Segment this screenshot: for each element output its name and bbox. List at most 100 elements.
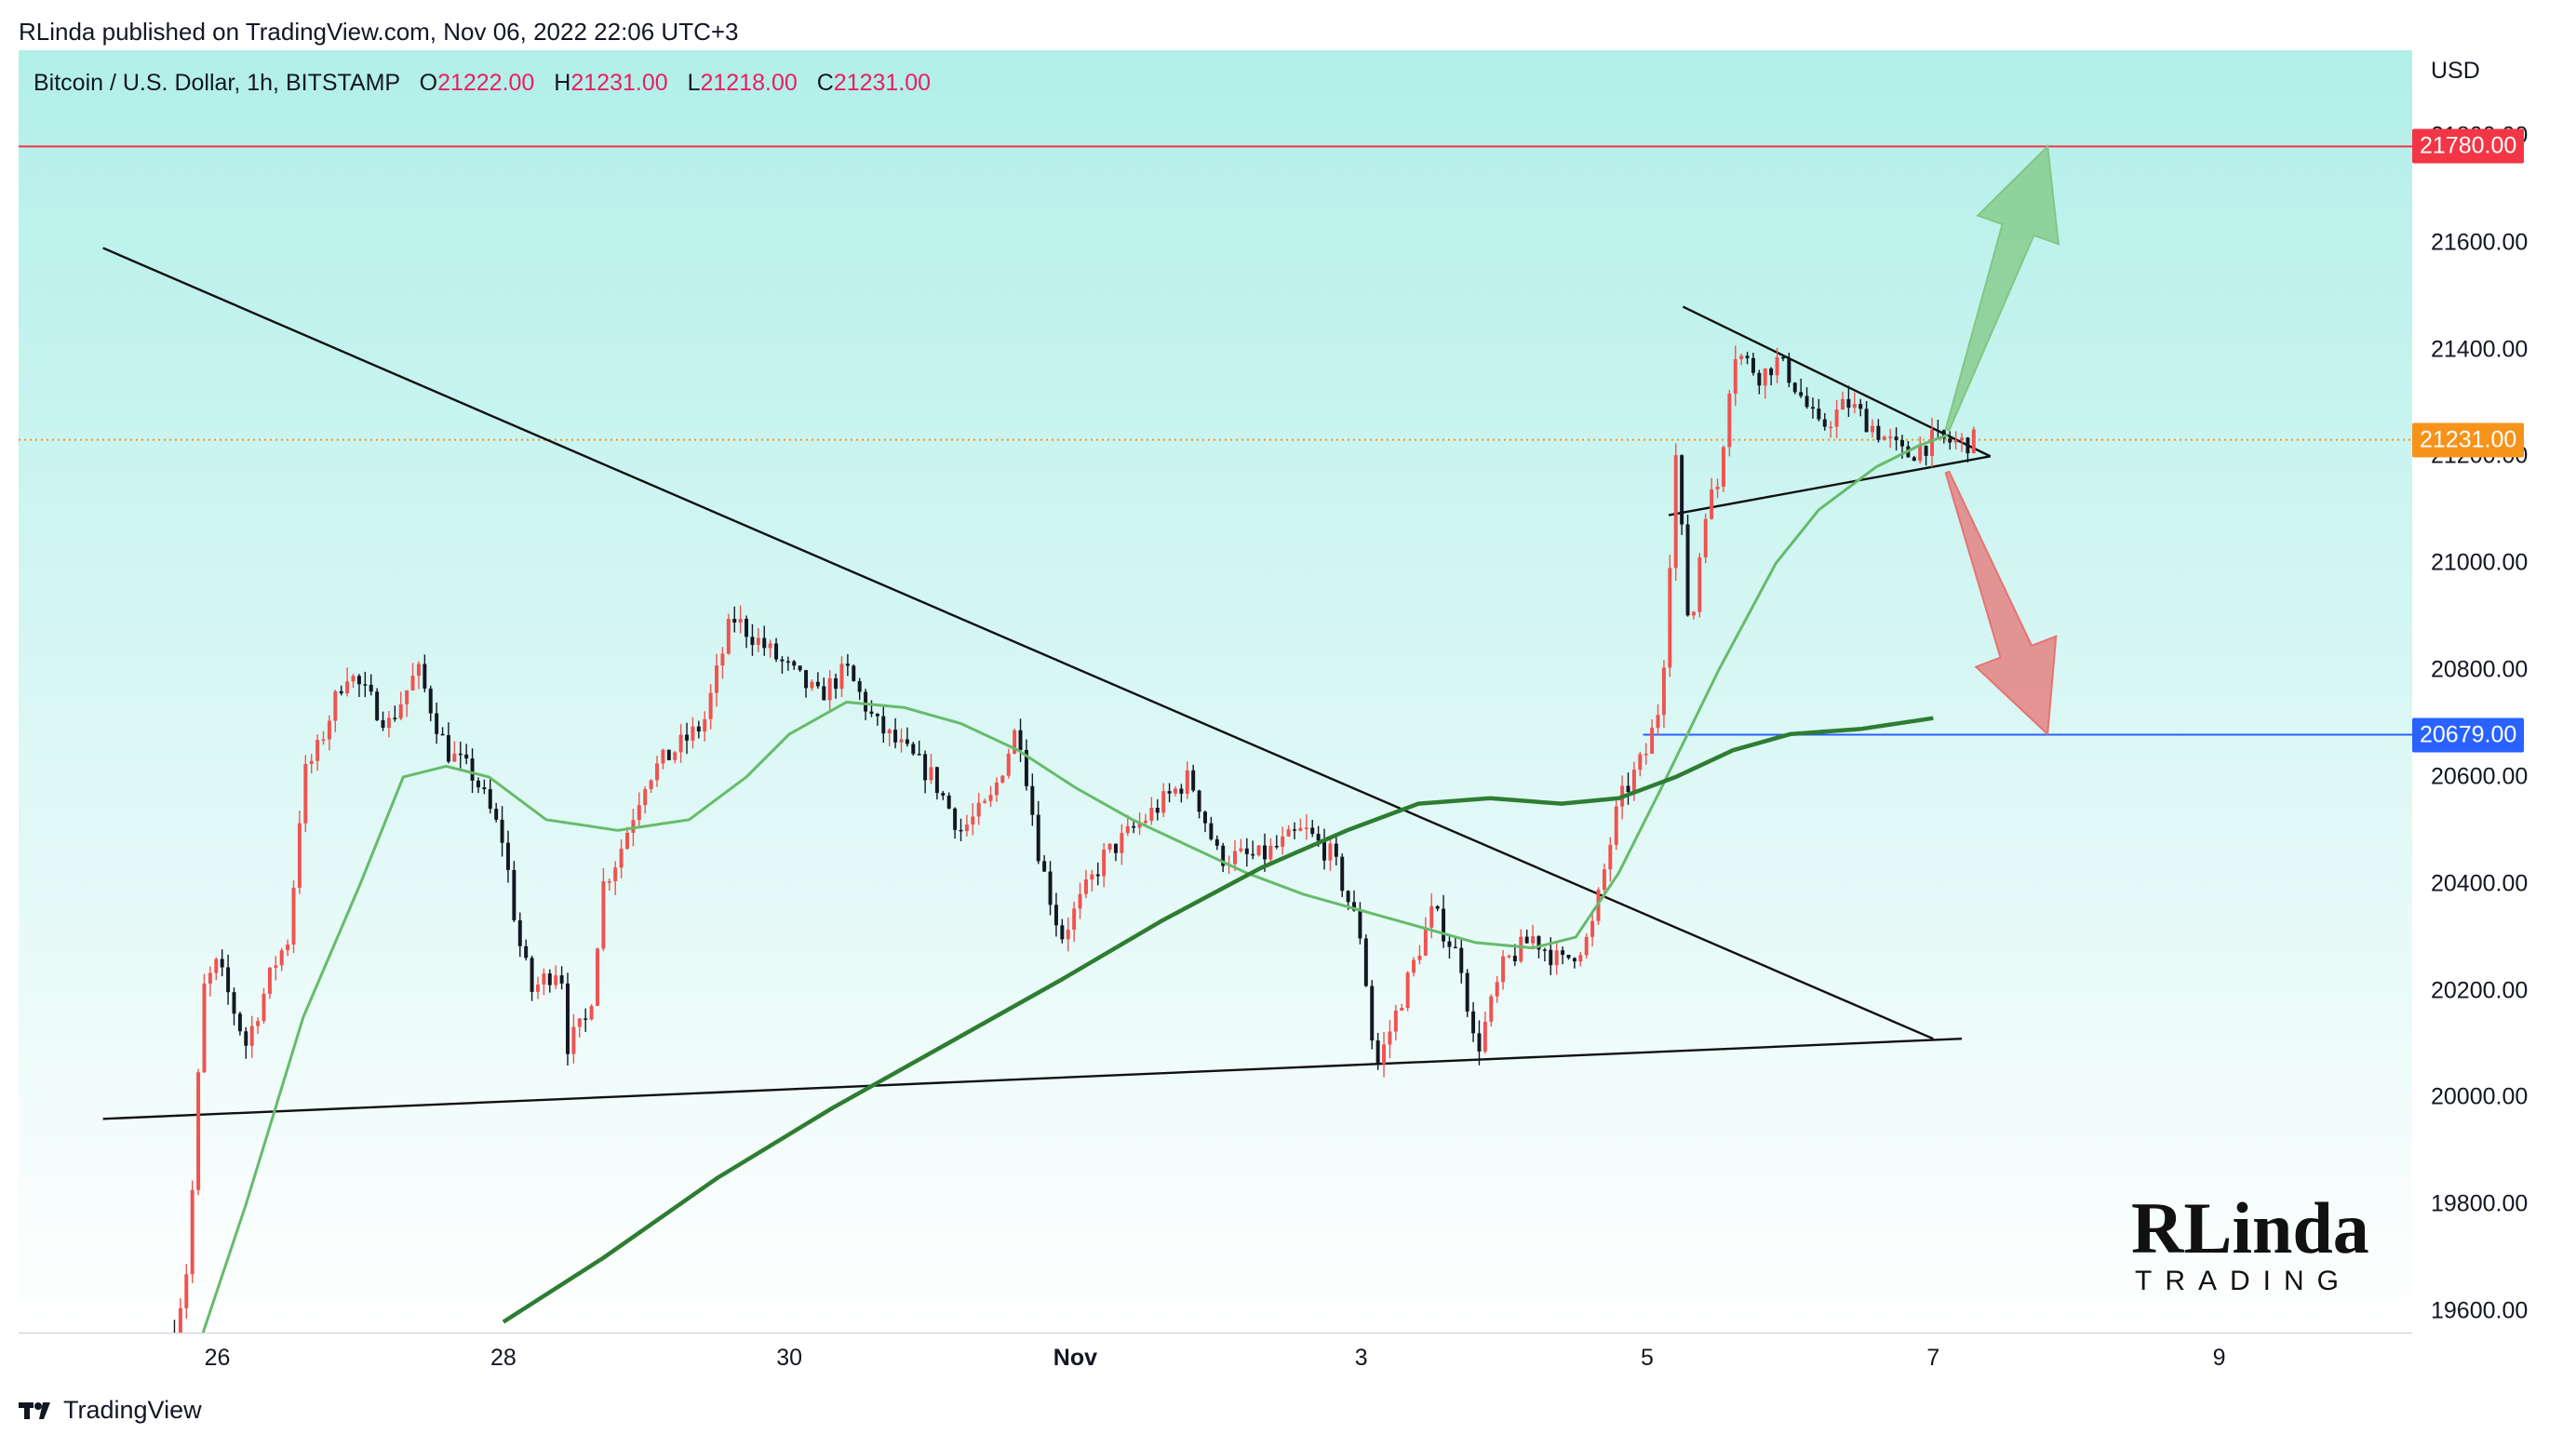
candle-body (1697, 556, 1702, 612)
candle (934, 766, 939, 800)
candle (1102, 843, 1107, 888)
candle (363, 671, 368, 698)
candle (584, 1008, 588, 1032)
candle (1435, 905, 1440, 912)
resistance-price-tag: 21780.00 (2412, 128, 2525, 164)
candle-body (494, 809, 499, 820)
candle-body (566, 983, 570, 1054)
chart-plot-area[interactable] (19, 50, 2412, 1333)
candle-body (1435, 905, 1440, 909)
candle-body (726, 618, 731, 654)
candle (619, 839, 624, 878)
candle-body (1483, 1021, 1487, 1052)
candle (1197, 789, 1201, 819)
candle-body (1941, 430, 1946, 439)
candle (1298, 818, 1303, 832)
candle-body (1572, 958, 1576, 962)
candle-body (363, 684, 368, 686)
candle-body (1263, 845, 1267, 860)
candle (1036, 800, 1040, 865)
candle-body (1519, 936, 1523, 962)
candle (941, 790, 946, 800)
candle (1894, 427, 1898, 451)
candle-body (1549, 949, 1553, 966)
candle-body (1858, 404, 1863, 409)
candle-body (1298, 827, 1303, 831)
time-tick-label: 5 (1641, 1345, 1654, 1371)
candle (946, 792, 951, 810)
candle (274, 956, 278, 981)
candle-body (315, 740, 320, 761)
candle-body (852, 665, 856, 681)
candle (1388, 1020, 1392, 1059)
candle (881, 704, 886, 744)
candle-body (685, 734, 690, 741)
candle-body (1244, 848, 1249, 854)
candle-body (435, 713, 439, 734)
candle-body (720, 653, 725, 666)
candle (1953, 431, 1958, 450)
candle (1149, 797, 1154, 825)
candle-body (1834, 409, 1839, 427)
candle (446, 722, 450, 764)
candle (1090, 869, 1094, 892)
candle (1787, 353, 1791, 388)
candle-body (309, 760, 314, 764)
tradingview-brand: TradingView (63, 1396, 202, 1424)
candle-body (839, 664, 844, 690)
candle (589, 1003, 594, 1021)
candle-body (1805, 396, 1809, 408)
candle (1048, 861, 1053, 916)
tradingview-footer[interactable]: TradingView (19, 1396, 202, 1425)
candle-body (291, 887, 296, 945)
candle (1006, 748, 1011, 779)
candle-body (1352, 902, 1357, 911)
candle-body (1048, 871, 1053, 905)
candle-body (1685, 524, 1690, 616)
candle (339, 685, 343, 696)
candle-body (505, 842, 510, 870)
candle-body (1286, 829, 1291, 837)
candle (655, 756, 660, 787)
candle (333, 690, 338, 732)
candle-body (184, 1274, 189, 1308)
rlinda-trading-logo: RLinda TRADING (2131, 1187, 2373, 1303)
candle (410, 663, 415, 691)
candle-body (1095, 874, 1100, 877)
candle-body (1710, 489, 1714, 519)
logo-mark: RLinda TRADING (2131, 1187, 2369, 1296)
candle-body (827, 677, 832, 701)
time-axis[interactable]: 26 28 30 Nov 3 5 7 9 (19, 1333, 2412, 1382)
candle (1244, 838, 1249, 867)
candle-body (708, 692, 713, 719)
candle-body (1453, 946, 1457, 949)
candle-body (1953, 440, 1958, 443)
candle-body (321, 739, 326, 742)
candle-body (423, 664, 427, 689)
candle (577, 1018, 582, 1038)
candle (1710, 477, 1714, 520)
candle-body (1417, 955, 1422, 960)
symbol-legend: Bitcoin / U.S. Dollar, 1h, BITSTAMP O212… (34, 67, 931, 99)
candle (440, 727, 445, 736)
candle-body (649, 780, 653, 790)
candle (405, 690, 409, 717)
candle-body (619, 849, 624, 868)
candle-body (655, 763, 660, 781)
candle-body (601, 881, 606, 949)
candle (535, 976, 540, 999)
candle-body (893, 730, 898, 743)
candle-body (1429, 905, 1434, 928)
candle-body (256, 1021, 261, 1026)
time-tick-label: Nov (1053, 1345, 1098, 1371)
candle (1113, 843, 1118, 862)
candle-body (774, 643, 779, 660)
candle-body (190, 1189, 195, 1275)
price-axis[interactable]: 19600.00 19800.00 20000.00 20200.00 20400.00… (2412, 50, 2576, 1333)
candle (1203, 810, 1207, 833)
candle-body (1578, 955, 1583, 962)
price-chart[interactable] (19, 50, 2412, 1333)
candle-body (554, 975, 558, 985)
candle-body (1638, 754, 1643, 771)
candle (214, 957, 219, 981)
